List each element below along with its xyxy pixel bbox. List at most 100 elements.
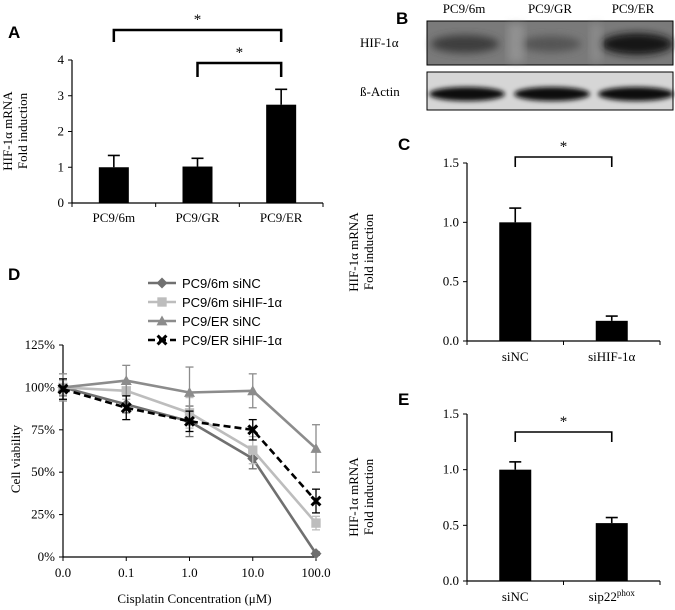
y-axis-title: Cell viability (8, 424, 23, 493)
significance-bracket (112, 28, 283, 42)
data-point (310, 495, 322, 507)
y-tick-label: 0.5 (443, 274, 459, 289)
legend-marker (156, 277, 168, 289)
x-tick-label: PC9/6m (93, 210, 136, 225)
significance-star: * (194, 12, 202, 28)
x-tick-label: 100.0 (301, 565, 330, 580)
x-tick-label: siNC (502, 589, 529, 604)
x-tick-label: 1.0 (181, 565, 197, 580)
blot-band (431, 35, 499, 53)
blot-band (598, 87, 674, 101)
legend-label: PC9/6m siHIF-1α (182, 295, 282, 310)
y-tick-label: 25% (31, 507, 55, 522)
y-tick-label: 1.0 (443, 462, 459, 477)
panel-label-b: B (396, 9, 408, 28)
blot-background (590, 24, 602, 62)
panel-label-e: E (398, 390, 409, 409)
y-tick-label: 0.0 (443, 573, 459, 588)
blot-band (521, 36, 581, 52)
series-line (62, 387, 317, 502)
legend-label: PC9/6m siNC (182, 276, 261, 291)
y-axis-title-line: Fold induction (15, 92, 30, 169)
data-point (311, 518, 321, 528)
chart-d: 0% 25% 50% 75% 100% 125% 0.0 0.1 1.0 10.0 100.0 Cis… (8, 276, 331, 606)
bar-pc9-er (266, 104, 297, 203)
x-tick-label: siNC (502, 349, 529, 364)
y-tick-label: 0.5 (443, 517, 459, 532)
y-tick-label: 1.5 (443, 406, 459, 421)
bar-sihif-1- (595, 320, 628, 341)
western-blot-b: PC9/6m PC9/GR PC9/ER HIF-1α ß-Actin (360, 1, 674, 111)
y-tick-label: 1.5 (443, 155, 459, 170)
chart-c: 0.0 0.5 1.0 1.5 siNC siHIF-1α HIF-1α mRNAFold … (346, 139, 661, 364)
significance-bracket (514, 431, 613, 442)
x-tick-label: 0.1 (118, 565, 134, 580)
panel-label-c: C (398, 135, 410, 154)
y-axis-title-line: HIF-1α mRNA (0, 91, 15, 171)
y-tick-label: 4 (58, 52, 65, 67)
y-axis-title-line: HIF-1α mRNA (346, 212, 361, 292)
blot-band (601, 33, 673, 55)
y-tick-label: 100% (25, 379, 56, 394)
y-tick-label: 50% (31, 464, 55, 479)
bar-pc9-gr (182, 166, 213, 203)
data-point (120, 402, 132, 414)
legend-label: PC9/ER siHIF-1α (182, 333, 282, 348)
data-point (310, 442, 322, 453)
blot-background (508, 24, 524, 62)
y-tick-label: 0 (58, 195, 65, 210)
y-tick-label: 2 (58, 124, 65, 139)
legend-label: PC9/ER siNC (182, 314, 261, 329)
y-tick-label: 3 (58, 88, 65, 103)
data-point (247, 424, 259, 436)
y-tick-label: 75% (31, 422, 55, 437)
data-point (184, 386, 195, 397)
legend-entry: PC9/6m siHIF-1α (148, 295, 282, 310)
significance-bracket (196, 61, 283, 77)
data-point (248, 445, 258, 455)
legend-marker (156, 334, 168, 346)
data-point (247, 385, 259, 396)
significance-star: * (236, 45, 244, 61)
y-tick-label: 1 (58, 159, 65, 174)
blot-band (429, 87, 505, 101)
y-tick-label: 125% (25, 337, 56, 352)
y-axis-title-line: Fold induction (361, 213, 376, 290)
y-axis-title-line: HIF-1α mRNA (346, 457, 361, 537)
chart-e: 0.0 0.5 1.0 1.5 siNC sip22phox HIF-1α mRNAFold… (346, 406, 661, 604)
y-tick-label: 0.0 (443, 333, 459, 348)
x-tick-label-superscript: phox (617, 588, 636, 598)
chart-a: 0 1 2 3 4 PC9/6m PC9/GR PC9/ER HIF-1α mRNAFold i… (0, 12, 324, 225)
y-tick-label: 0% (38, 549, 56, 564)
x-tick-label: 10.0 (241, 565, 264, 580)
data-point (310, 548, 322, 560)
bar-sip22 (595, 523, 628, 581)
significance-star: * (560, 414, 568, 430)
bar-sinc (499, 222, 532, 341)
significance-star: * (560, 139, 568, 155)
significance-bracket (514, 156, 613, 167)
blot-lane-label: PC9/6m (443, 1, 486, 16)
legend-marker (156, 315, 168, 326)
legend-entry: PC9/ER siNC (148, 314, 261, 329)
y-axis-title: HIF-1α mRNAFold induction (346, 457, 376, 537)
x-tick-label: siHIF-1α (588, 349, 635, 364)
x-tick-label: 0.0 (55, 565, 71, 580)
y-axis-title: HIF-1α mRNAFold induction (0, 91, 30, 171)
data-point (57, 383, 69, 395)
blot-lane-label: PC9/GR (528, 1, 572, 16)
series-pc9-er-sihif-1- (57, 378, 322, 514)
y-axis-title-line: Fold induction (361, 458, 376, 535)
x-tick-label: PC9/GR (175, 210, 219, 225)
panel-label-d: D (8, 265, 20, 284)
blot-row-label: ß-Actin (360, 84, 400, 99)
legend-entry: PC9/6m siNC (148, 276, 261, 291)
panel-label-a: A (8, 23, 20, 42)
x-tick-label: sip22phox (589, 588, 636, 604)
bar-sinc (499, 469, 532, 581)
blot-row-label: HIF-1α (360, 35, 399, 50)
legend-marker (157, 297, 167, 307)
blot-lane-label: PC9/ER (612, 1, 655, 16)
